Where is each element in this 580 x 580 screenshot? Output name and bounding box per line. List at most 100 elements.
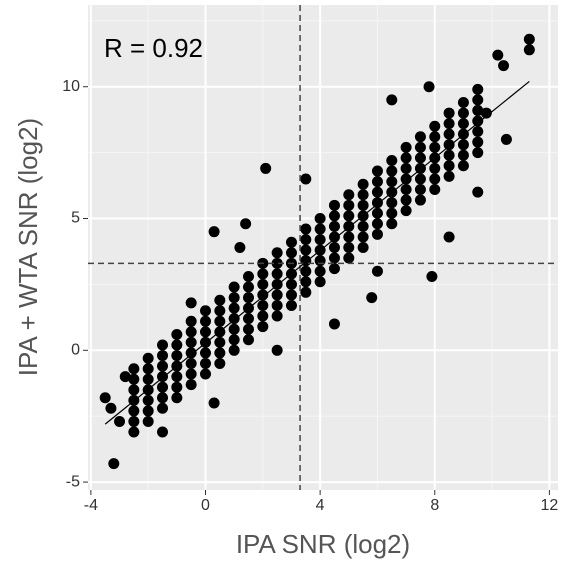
- point: [108, 458, 120, 470]
- point: [200, 315, 211, 327]
- point: [271, 310, 283, 322]
- point: [185, 379, 197, 391]
- point: [328, 263, 340, 275]
- point: [185, 347, 197, 359]
- point: [429, 162, 441, 174]
- point: [200, 305, 211, 317]
- point: [426, 270, 438, 282]
- point: [314, 265, 326, 277]
- point: [443, 149, 455, 161]
- point: [457, 118, 469, 130]
- point: [423, 81, 435, 93]
- point: [300, 234, 312, 246]
- x-axis-title: IPA SNR (log2): [236, 529, 410, 559]
- point: [357, 178, 369, 190]
- point: [457, 149, 469, 161]
- point: [343, 199, 355, 211]
- point: [400, 162, 412, 174]
- point: [300, 244, 312, 256]
- x-tick-label: 8: [430, 497, 439, 514]
- point: [271, 257, 283, 269]
- point: [185, 368, 197, 380]
- point: [142, 415, 154, 427]
- point: [314, 223, 326, 235]
- point: [200, 326, 211, 338]
- point: [105, 402, 117, 414]
- point: [400, 152, 412, 164]
- x-tick-label: -4: [84, 497, 98, 514]
- point: [400, 173, 412, 185]
- point: [386, 165, 398, 177]
- point: [472, 94, 484, 106]
- y-tick-label: 0: [71, 342, 80, 359]
- point: [357, 242, 369, 253]
- point: [457, 107, 469, 119]
- point: [386, 218, 398, 230]
- point: [157, 339, 169, 351]
- point: [234, 242, 246, 253]
- point: [443, 139, 455, 151]
- point: [185, 297, 197, 309]
- point: [343, 252, 355, 264]
- point: [242, 281, 254, 293]
- point: [429, 141, 441, 153]
- y-tick-label: 10: [62, 78, 80, 95]
- point: [386, 207, 398, 219]
- point: [414, 152, 426, 164]
- point: [343, 189, 355, 201]
- point: [328, 252, 340, 264]
- y-axis-title: IPA + WTA SNR (log2): [13, 118, 43, 376]
- point: [492, 49, 504, 61]
- point: [343, 231, 355, 243]
- point: [128, 384, 140, 396]
- point: [171, 392, 183, 404]
- point: [214, 315, 226, 327]
- point: [228, 334, 240, 346]
- point: [414, 173, 426, 185]
- point: [386, 197, 398, 209]
- point: [157, 392, 169, 404]
- point: [343, 210, 355, 222]
- x-tick-label: 0: [201, 497, 210, 514]
- point: [257, 278, 269, 290]
- point: [142, 352, 154, 364]
- point: [128, 373, 140, 385]
- point: [314, 255, 326, 267]
- point: [328, 220, 340, 232]
- point: [400, 194, 412, 206]
- point: [400, 141, 412, 153]
- point: [228, 281, 240, 293]
- point: [271, 247, 283, 259]
- point: [271, 344, 283, 356]
- point: [185, 336, 197, 348]
- point: [523, 44, 535, 56]
- point: [271, 268, 283, 280]
- point: [429, 184, 441, 196]
- point: [257, 289, 269, 301]
- point: [400, 184, 412, 196]
- point: [371, 218, 383, 230]
- point: [457, 97, 469, 109]
- point: [214, 357, 226, 369]
- point: [371, 186, 383, 198]
- point: [200, 347, 211, 359]
- point: [214, 294, 226, 306]
- point: [328, 318, 340, 330]
- point: [142, 363, 154, 375]
- point: [472, 186, 484, 198]
- y-tick-label: 5: [71, 210, 80, 227]
- point: [300, 276, 312, 288]
- point: [443, 231, 455, 243]
- point: [242, 323, 254, 335]
- point: [357, 199, 369, 211]
- point: [142, 373, 154, 385]
- point: [457, 160, 469, 172]
- point: [257, 268, 269, 280]
- point: [443, 170, 455, 182]
- point: [328, 231, 340, 243]
- y-tick-label: -5: [66, 473, 80, 490]
- point: [443, 128, 455, 140]
- point: [414, 131, 426, 143]
